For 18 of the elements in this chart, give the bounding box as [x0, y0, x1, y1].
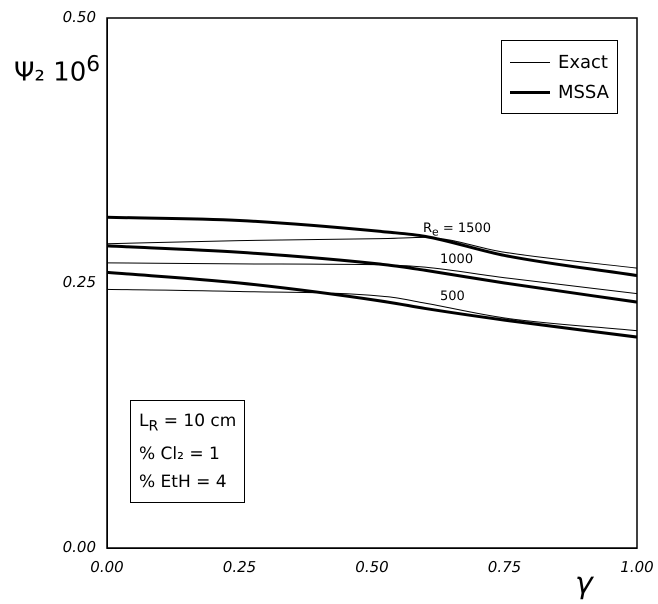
- annotation: % EtH = 4: [139, 471, 228, 494]
- x-tick-label: 0.00: [90, 558, 124, 576]
- annotation: R$_{e}$ = 1500: [423, 221, 491, 239]
- y-tick-label: 0.25: [62, 272, 96, 291]
- legend-label: Exact: [558, 52, 608, 72]
- annotation: L$_{R}$ = 10 cm: [139, 410, 236, 436]
- x-tick-label: 1.00: [620, 558, 654, 576]
- x-tick-label: 0.25: [222, 558, 256, 576]
- legend-label: MSSA: [558, 82, 609, 102]
- annotation: 500: [440, 289, 465, 304]
- x-axis-title: γ: [575, 566, 593, 601]
- y-axis-title: Ψ₂ 10$^{6}$: [14, 52, 100, 88]
- y-tick-label: 0.00: [62, 538, 96, 556]
- x-tick-label: 0.50: [355, 558, 389, 576]
- annotation: % Cl₂ = 1: [139, 443, 221, 466]
- annotation: 1000: [440, 252, 474, 267]
- x-tick-label: 0.75: [488, 558, 522, 576]
- y-tick-label: 0.50: [62, 8, 96, 26]
